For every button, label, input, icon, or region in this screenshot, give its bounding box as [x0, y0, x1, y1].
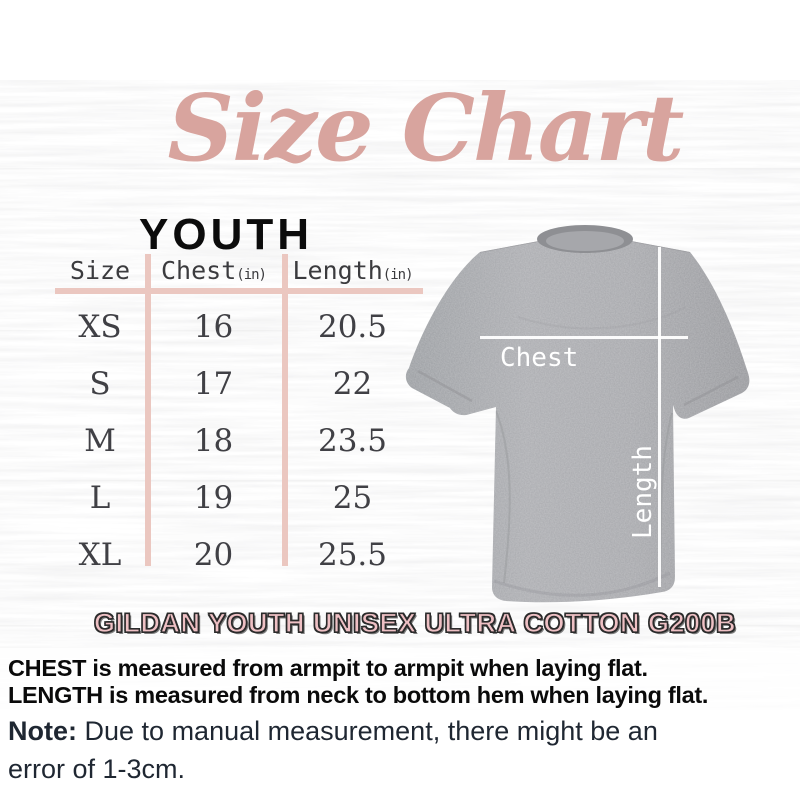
table-row: M 18 23.5 [55, 412, 423, 469]
chest-value: 18 [193, 422, 234, 459]
manual-measurement-note: Note: Due to manual measurement, there m… [8, 712, 796, 788]
page-title: Size Chart [167, 74, 685, 182]
length-measure-label: Length [628, 445, 658, 539]
size-value: M [84, 422, 116, 459]
tshirt-illustration [405, 225, 750, 603]
chest-value: 19 [193, 479, 234, 516]
size-value: L [89, 479, 111, 516]
table-row: L 19 25 [55, 469, 423, 526]
table-header-underline [55, 288, 423, 294]
column-header-length: Length(in) [292, 255, 413, 285]
white-fade-band [0, 648, 800, 710]
length-instruction: LENGTH is measured from neck to bottom h… [8, 682, 709, 708]
product-name-banner: GILDAN YOUTH UNISEX ULTRA COTTON G200B [93, 607, 737, 638]
table-column-separator [282, 254, 288, 566]
size-value: S [89, 365, 111, 402]
size-value: XS [78, 308, 122, 345]
length-value: 25.5 [317, 536, 388, 573]
section-heading: YOUTH [139, 210, 313, 259]
chest-value: 16 [193, 308, 234, 345]
note-label: Note: [8, 716, 77, 746]
note-text-line2: error of 1-3cm. [8, 754, 186, 784]
table-column-separator [145, 254, 151, 566]
column-header-size: Size [69, 255, 131, 285]
chest-instruction: CHEST is measured from armpit to armpit … [8, 655, 648, 681]
length-value: 22 [332, 365, 373, 402]
table-row: S 17 22 [55, 355, 423, 412]
measurement-instructions: CHEST is measured from armpit to armpit … [8, 655, 800, 709]
chest-measure-line [480, 336, 688, 339]
length-value: 20.5 [317, 308, 388, 345]
tshirt-photo [398, 221, 798, 623]
length-value: 25 [332, 479, 373, 516]
table-row: XS 16 20.5 [55, 298, 423, 355]
size-table: Size Chest(in) Length(in) XS 16 20.5 S 1… [55, 250, 423, 573]
size-table-body: XS 16 20.5 S 17 22 M 18 23.5 L 19 25 XL [55, 298, 423, 583]
length-measure-line [658, 247, 661, 587]
chest-value: 17 [193, 365, 234, 402]
size-table-header: Size Chest(in) Length(in) [55, 250, 423, 290]
length-value: 23.5 [317, 422, 388, 459]
chest-measure-label: Chest [500, 343, 579, 373]
size-value: XL [78, 536, 122, 573]
note-text-line1: Due to manual measurement, there might b… [84, 716, 658, 746]
chest-value: 20 [193, 536, 234, 573]
column-header-chest: Chest(in) [161, 255, 267, 285]
table-row: XL 20 25.5 [55, 526, 423, 583]
bottom-white-area [0, 710, 800, 800]
